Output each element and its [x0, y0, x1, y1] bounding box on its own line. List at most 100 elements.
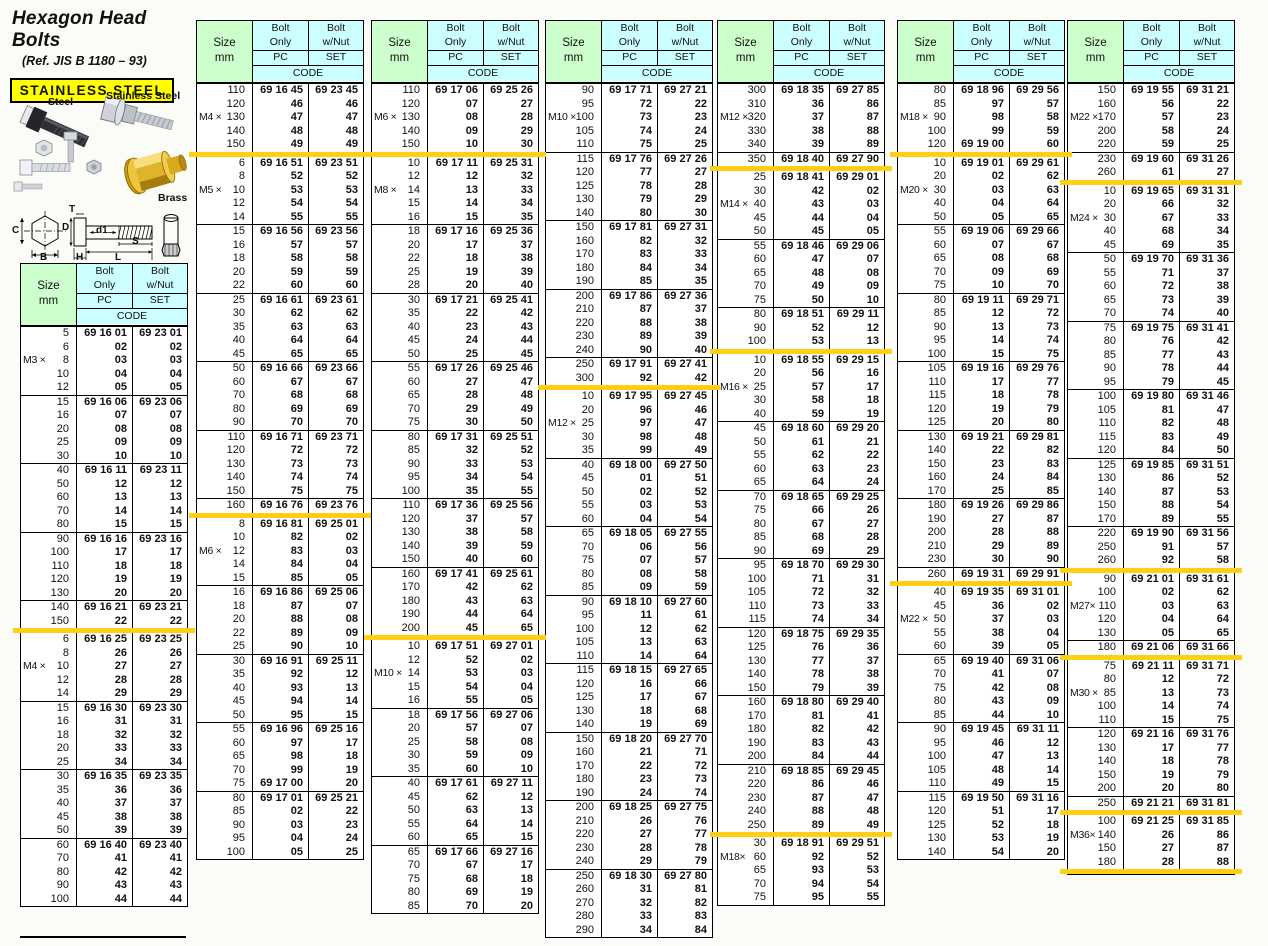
dim-label-b: B: [40, 252, 48, 263]
pc-code-cell: 09: [77, 436, 133, 450]
size-cell: 30: [718, 394, 774, 408]
size-cell: 60: [898, 640, 954, 654]
table-row: 75 42 08: [898, 681, 1064, 695]
size-cell: 100: [1068, 700, 1124, 714]
set-code-cell: 36: [866, 641, 879, 653]
bolt-only-header: Bolt Only: [1124, 21, 1180, 50]
set-code-cell: 49: [1216, 430, 1229, 443]
set-code-cell: 48: [520, 389, 533, 401]
size-cell: 230: [718, 791, 774, 805]
table-row: 140 78 38: [718, 668, 884, 682]
pc-code-cell: 87: [253, 599, 309, 613]
table-row: 150 19 79: [1068, 768, 1234, 782]
size-cell: 85: [372, 444, 428, 458]
pc-code-cell: 18: [1124, 755, 1180, 769]
bolt-wnut-header: Bolt w/Nut: [484, 21, 538, 50]
pc-code-cell: 74: [253, 471, 309, 485]
size-cell: 30 M24 ×: [1068, 211, 1124, 225]
set-code-cell: 68: [1046, 252, 1059, 264]
size-cell: 115: [718, 613, 774, 627]
pc-code-cell: 85: [602, 275, 658, 289]
set-code-cell: 69 29 91: [1016, 567, 1059, 580]
set-code-cell: 44: [520, 334, 533, 346]
table-row: 230 30 90: [898, 553, 1064, 567]
set-code-cell: 69 31 71: [1186, 659, 1229, 672]
size-cell: 90 M18 ×: [898, 111, 954, 125]
pc-code-cell: 65: [253, 347, 309, 361]
table-row: 15 14 34: [372, 197, 538, 211]
pc-code-cell: 89: [1124, 512, 1180, 526]
set-code-cell: 63: [520, 594, 533, 607]
size-cell: 40: [718, 407, 774, 421]
set-code-cell: 03: [345, 544, 358, 557]
pc-code-cell: 69 19 01: [954, 156, 1010, 170]
pc-code-cell: 59: [253, 265, 309, 279]
table-row: 80 15 15: [21, 518, 187, 532]
table-row: 140 69 16 21 69 23 21: [21, 601, 187, 615]
size-header: Size mm: [898, 21, 954, 82]
table-row: 18 58 58: [197, 252, 363, 266]
table-body: 150 69 19 55 69 31 21 160 56 22 170 M22 × 57 23 20…: [1060, 84, 1242, 874]
table-row: 90 13 73: [898, 320, 1064, 334]
set-code-cell: 69 27 70: [664, 732, 707, 745]
pc-code-cell: 69 17 11: [428, 156, 484, 170]
size-cell: 40: [21, 464, 77, 478]
table-row: 18 69 17 56 69 27 06: [372, 708, 538, 722]
table-row: 230 89 39: [546, 330, 712, 344]
table-row: 65 98 18: [197, 750, 363, 764]
pc-code-cell: 37: [774, 111, 830, 125]
pc-code-cell: 69 19 16: [954, 362, 1010, 376]
code-header: CODE: [774, 66, 884, 81]
size-cell: 40: [372, 320, 428, 334]
set-header: SET: [1026, 51, 1048, 63]
table-row: 50 45 05: [718, 225, 884, 239]
pc-code-cell: 69 17 95: [602, 390, 658, 404]
size-cell: 45: [546, 472, 602, 486]
size-cell: 55: [197, 723, 253, 737]
size-cell: 110: [197, 84, 253, 98]
table-row: 30 69 16 91 69 25 11: [197, 654, 363, 668]
set-code-cell: 08: [520, 735, 533, 748]
size-cell: 35: [197, 668, 253, 682]
table-row: 85 68 28: [718, 531, 884, 545]
size-cell: 65: [1068, 293, 1124, 307]
pc-code-cell: 69 17 51: [428, 640, 484, 654]
pc-code-cell: 22: [428, 307, 484, 321]
pc-code-cell: 69 19 85: [1124, 458, 1180, 472]
set-code-cell: 54: [1216, 499, 1229, 511]
set-code-cell: 07: [345, 599, 358, 612]
pc-code-cell: 39: [954, 640, 1010, 654]
set-code-cell: 09: [169, 436, 182, 448]
table-row: 250 69 21 21 69 31 81: [1068, 796, 1234, 810]
pc-code-cell: 83: [1124, 430, 1180, 444]
table-row: 70 41 07: [898, 668, 1064, 682]
size-cell: 80: [1068, 673, 1124, 687]
set-code-cell: 69 23 71: [315, 430, 358, 443]
table-row: 55 69 16 96 69 25 16: [197, 723, 363, 737]
bolt-only-line1: Bolt: [446, 22, 465, 34]
pc-code-cell: 15: [428, 210, 484, 224]
set-code-cell: 49: [520, 402, 533, 415]
size-group: 80 69 19 11 69 29 71 85 12 72 90 13 73 95 14 74 100 1…: [898, 292, 1064, 361]
size-header: Size mm: [21, 264, 77, 325]
size-group: 65 69 17 66 69 27 16 70 67 17 75 68 18 80 69 19 85 70…: [372, 844, 538, 913]
set-code-cell: 66: [694, 677, 707, 690]
pc-code-cell: 25: [954, 484, 1010, 498]
pc-code-cell: 69 19 60: [1124, 152, 1180, 166]
set-code-cell: 87: [1216, 842, 1229, 854]
size-cell: 140: [898, 444, 954, 458]
set-code-cell: 18: [520, 872, 533, 885]
pc-code-cell: 81: [774, 709, 830, 723]
pc-code-cell: 72: [1124, 280, 1180, 294]
size-group: 30 69 17 21 69 25 41 35 22 42 40 23 43 45 24 44 50 25…: [372, 292, 538, 361]
pc-code-cell: 38: [954, 626, 1010, 640]
set-code-cell: 39: [169, 824, 182, 836]
size-group: 160 69 18 80 69 29 40 170 81 41 180 82 42 190 83 43…: [718, 695, 884, 764]
size-cell: 90: [21, 532, 77, 546]
bolt-table-3: Size mm Bolt Only Bolt w/Nut PC SET CODE 110 69 17…: [364, 20, 546, 914]
size-prefix-label: M18 ×: [900, 111, 928, 123]
size-cell: 260: [1068, 554, 1124, 568]
set-code-cell: 46: [345, 97, 358, 110]
table-row: 110 17 77: [898, 375, 1064, 389]
pc-code-cell: 69 18 51: [774, 308, 830, 322]
